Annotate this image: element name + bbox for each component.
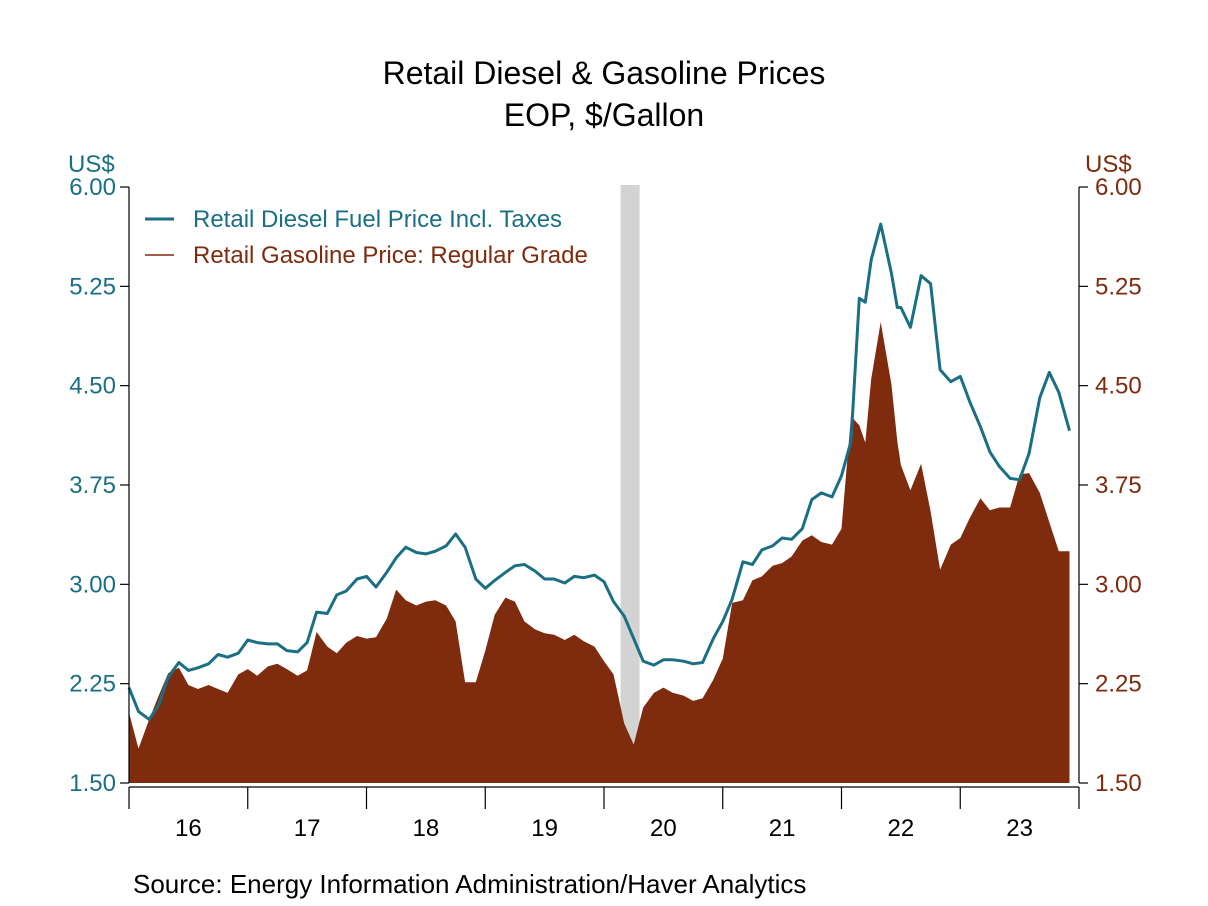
diesel-series [127, 222, 1071, 721]
recession-shading [620, 185, 640, 783]
right-tick-label: 5.25 [1095, 273, 1142, 300]
x-tick-label: 20 [650, 815, 677, 842]
left-tick-label: 5.25 [69, 273, 116, 300]
left-tick-label: 1.50 [69, 770, 116, 797]
right-axis-unit: US$ [1085, 151, 1132, 178]
x-tick-label: 17 [294, 815, 321, 842]
chart-subtitle: EOP, $/Gallon [504, 97, 704, 133]
right-tick-label: 6.00 [1095, 174, 1142, 201]
chart-title: Retail Diesel & Gasoline Prices [383, 55, 826, 91]
x-tick-label: 18 [413, 815, 440, 842]
left-tick-label: 2.25 [69, 671, 116, 698]
right-tick-label: 3.00 [1095, 571, 1142, 598]
x-tick-label: 22 [888, 815, 915, 842]
right-tick-label: 3.75 [1095, 472, 1142, 499]
right-tick-label: 4.50 [1095, 373, 1142, 400]
source-note: Source: Energy Information Administratio… [133, 869, 806, 899]
x-tick-label: 23 [1006, 815, 1033, 842]
left-tick-label: 3.75 [69, 472, 116, 499]
left-axis-unit: US$ [68, 151, 115, 178]
gasoline-series [129, 322, 1070, 783]
right-tick-label: 2.25 [1095, 671, 1142, 698]
legend-label-gasoline: Retail Gasoline Price: Regular Grade [193, 242, 588, 269]
x-tick-label: 21 [769, 815, 796, 842]
diesel-line [127, 222, 1071, 721]
right-tick-label: 1.50 [1095, 770, 1142, 797]
legend: Retail Diesel Fuel Price Incl. Taxes Ret… [145, 206, 588, 269]
left-tick-label: 3.00 [69, 571, 116, 598]
axes: 1.50 2.25 3.00 3.75 4.50 5.25 6.00 1.50 2.25 3.00… [69, 174, 1141, 842]
gasoline-area [129, 322, 1070, 783]
legend-label-diesel: Retail Diesel Fuel Price Incl. Taxes [193, 206, 562, 233]
x-tick-label: 19 [531, 815, 558, 842]
recession-band-0 [620, 185, 640, 783]
x-tick-label: 16 [175, 815, 202, 842]
left-tick-label: 6.00 [69, 174, 116, 201]
left-tick-label: 4.50 [69, 373, 116, 400]
